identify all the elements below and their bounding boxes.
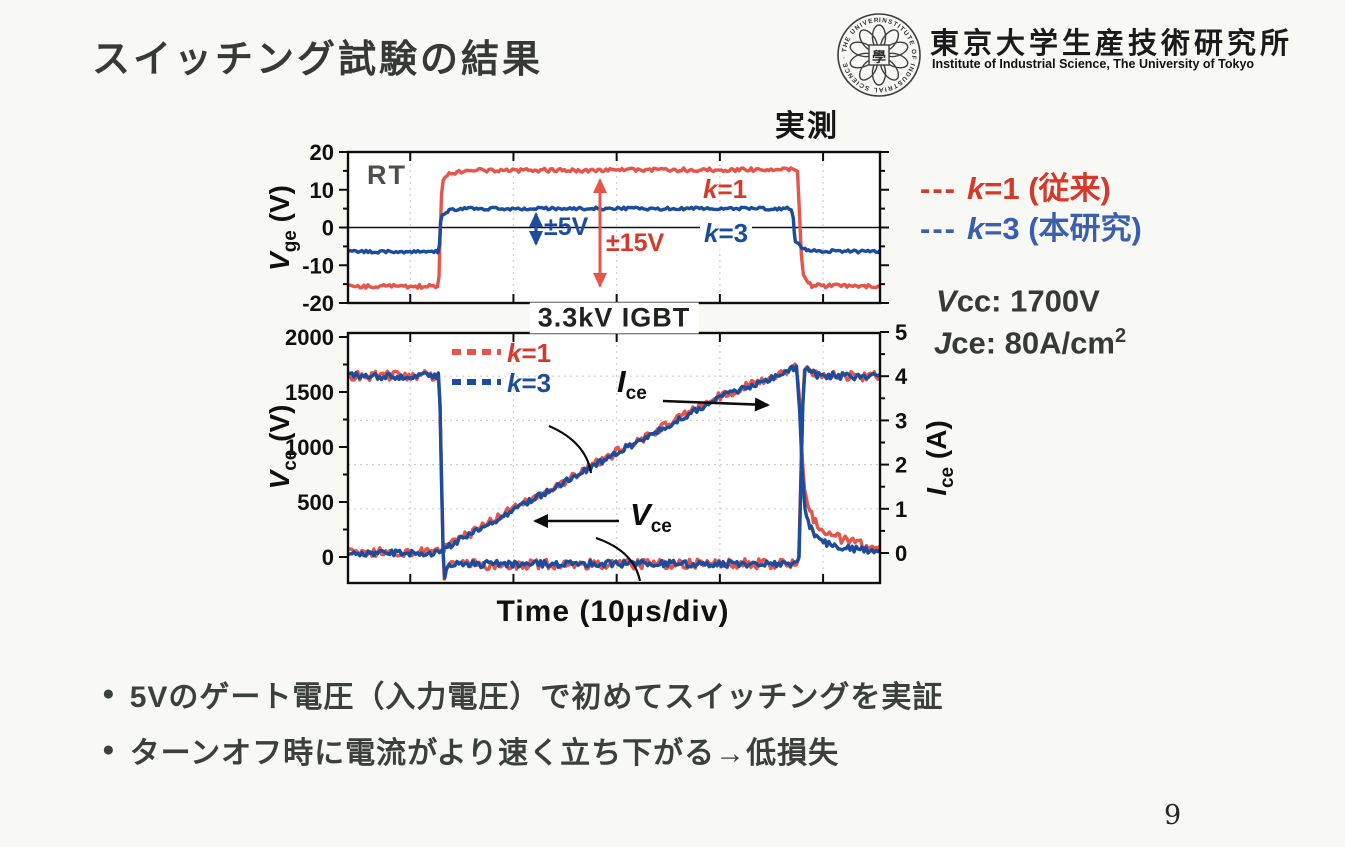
seal-center-square <box>868 44 890 66</box>
svg-text:2000: 2000 <box>285 325 334 350</box>
bullet-1-text: 5Vのゲート電圧（入力電圧）で初めてスイッチングを実証 <box>129 681 944 714</box>
svg-text:5: 5 <box>895 320 907 345</box>
vce-axis-unit: (V) <box>264 404 296 450</box>
bottom-legend-k3-symbol: k <box>507 368 522 398</box>
svg-text:20: 20 <box>310 140 334 165</box>
vge-axis-unit: (V) <box>264 185 296 231</box>
vce-axis-symbol: V <box>264 470 296 490</box>
vce-curve-symbol: V <box>630 497 651 532</box>
ice-curve-label: Ice <box>617 364 647 405</box>
svg-text:0: 0 <box>895 541 907 566</box>
bullet-marker-icon: ● <box>102 682 116 705</box>
vcc-value: cc: 1700V <box>956 283 1100 319</box>
jce-value: ce: 80A/cm <box>951 325 1115 361</box>
vce-axis-subscript: ce <box>279 449 301 471</box>
k1-symbol: k <box>703 174 718 204</box>
vge-axis-subscript: ge <box>279 230 301 253</box>
time-axis-label: Time (10μs/div) <box>496 595 730 628</box>
svg-text:10: 10 <box>310 178 334 203</box>
legend-k1-text: =1 (従来) <box>984 171 1111 206</box>
k3-symbol: k <box>704 218 719 248</box>
institute-name-japanese: 東京大学生産技術研究所 <box>930 28 1294 60</box>
bottom-legend-k1-symbol: k <box>507 338 522 368</box>
bottom-legend-k3: k=3 <box>507 368 551 399</box>
vce-axis-label: Vce (V) <box>264 405 302 490</box>
vce-curve-label: Vce <box>630 497 672 538</box>
svg-text:1: 1 <box>895 497 907 522</box>
k1-value: =1 <box>717 174 748 204</box>
ice-axis-unit: (A) <box>921 420 953 467</box>
seal-center-character: 學 <box>872 49 886 65</box>
measured-label: 実測 <box>775 110 839 143</box>
legend-k3-dash: --- <box>920 211 957 246</box>
page-title: スイッチング試験の結果 <box>92 39 544 81</box>
svg-text:0: 0 <box>322 545 334 570</box>
svg-text:3: 3 <box>895 408 907 433</box>
university-seal-logo: INSTITUTE OF INDUSTRIAL SCIENCE · THE UN… <box>836 12 921 97</box>
condition-jce: Jce: 80A/cm2 <box>934 325 1126 361</box>
svg-text:1500: 1500 <box>285 380 334 405</box>
institute-name-english: Institute of Industrial Science, The Uni… <box>932 57 1255 71</box>
igbt-chart-title: 3.3kV IGBT <box>529 302 699 334</box>
svg-text:0: 0 <box>322 216 334 241</box>
condition-vcc: Vcc: 1700V <box>936 283 1100 319</box>
legend-k3-symbol: k <box>966 211 985 246</box>
bullet-2-text: ターンオフ時に電流がより速く立ち下がる→低損失 <box>129 737 840 770</box>
bullet-point-2: ● ターンオフ時に電流がより速く立ち下がる→低損失 <box>102 728 839 772</box>
ice-curve-subscript: ce <box>625 383 647 405</box>
ice-axis-label: Ice (A) <box>921 420 959 496</box>
plus-minus-15v-label: ±15V <box>606 229 665 257</box>
vge-axis-label: Vge (V) <box>264 185 302 271</box>
svg-text:2: 2 <box>895 453 907 478</box>
page-number: 9 <box>1164 800 1182 831</box>
legend-k1-symbol: k <box>966 171 985 206</box>
rt-temperature-label: RT <box>367 160 407 190</box>
k3-value: =3 <box>718 218 749 248</box>
jce-superscript: 2 <box>1114 325 1127 347</box>
ice-axis-symbol: I <box>921 488 953 496</box>
svg-text:1000: 1000 <box>285 435 334 460</box>
vcc-symbol: V <box>936 283 957 319</box>
svg-text:-10: -10 <box>302 253 334 278</box>
ice-axis-subscript: ce <box>936 466 958 489</box>
vce-curve-subscript: ce <box>650 516 672 538</box>
legend-k1-dash: --- <box>920 171 957 206</box>
svg-text:-20: -20 <box>302 291 334 316</box>
bullet-point-1: ● 5Vのゲート電圧（入力電圧）で初めてスイッチングを実証 <box>102 672 943 716</box>
bottom-legend-k1-value: =1 <box>521 338 552 368</box>
bullet-marker-icon: ● <box>102 738 116 761</box>
ice-curve-symbol: I <box>617 364 626 399</box>
legend-k1-conventional: --- k=1 (従来) <box>920 163 1111 208</box>
svg-text:4: 4 <box>895 364 908 389</box>
bottom-legend-k1: k=1 <box>507 338 551 369</box>
vge-axis-symbol: V <box>264 252 296 271</box>
svg-text:500: 500 <box>297 490 334 515</box>
k1-curve-label-top-chart: k=1 <box>703 174 747 205</box>
plus-minus-5v-label: ±5V <box>544 213 589 241</box>
k3-curve-label-top-chart: k=3 <box>700 218 753 249</box>
legend-k3-text: =3 (本研究) <box>984 211 1142 246</box>
legend-k3-this-work: --- k=3 (本研究) <box>920 203 1142 248</box>
jce-symbol: J <box>934 325 952 361</box>
bottom-legend-k3-value: =3 <box>521 368 552 398</box>
